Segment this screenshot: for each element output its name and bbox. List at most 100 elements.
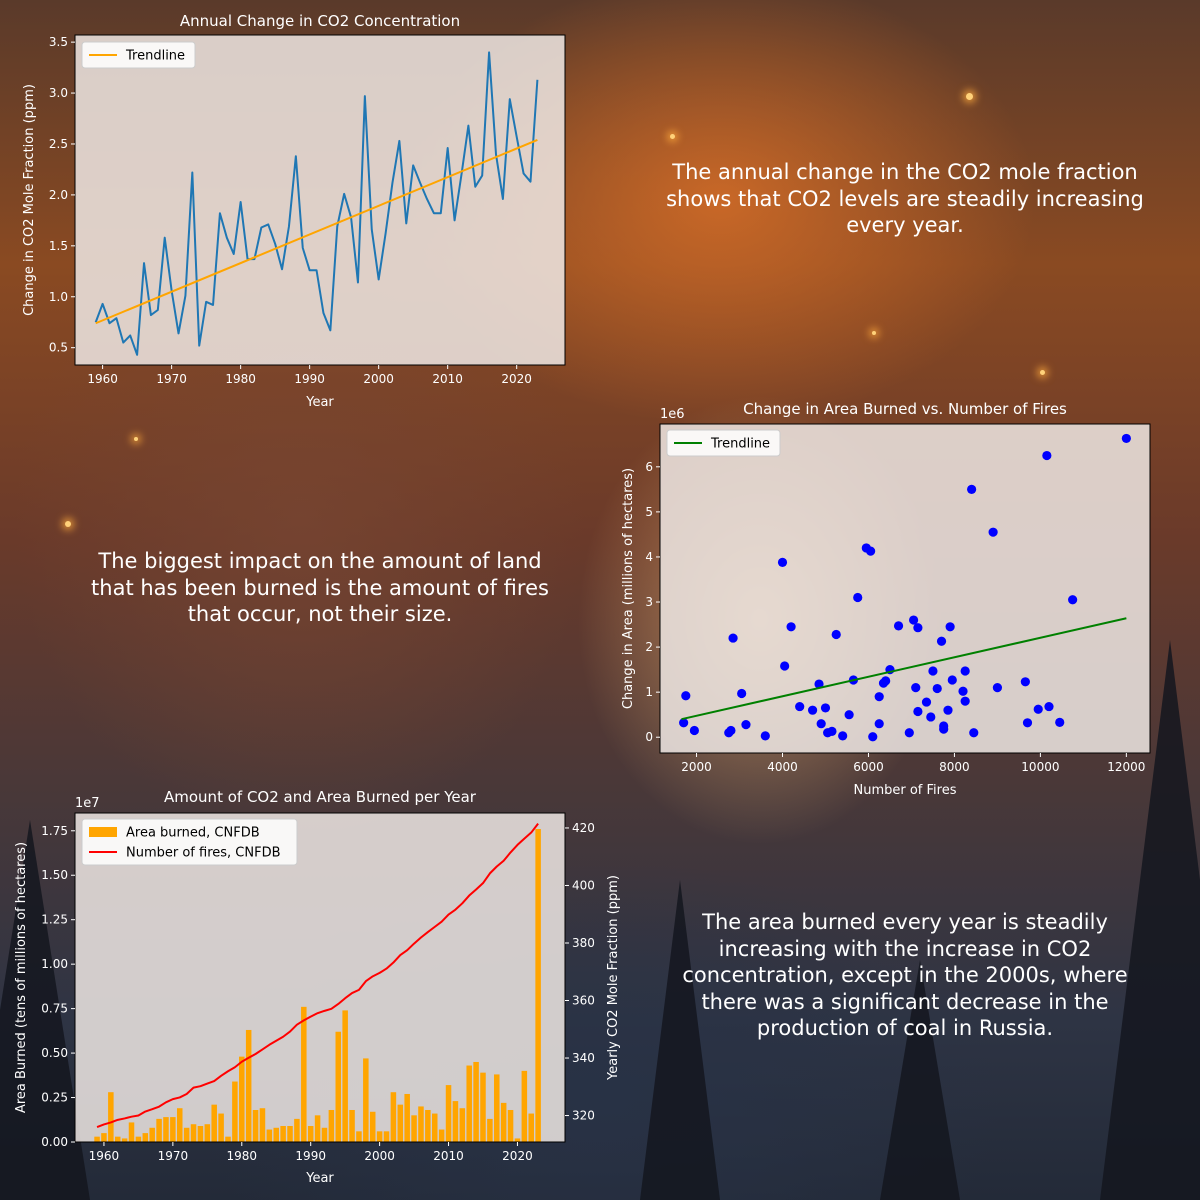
scatter-point [936,636,947,646]
scatter-point [1020,677,1030,687]
area-bar [452,1101,459,1142]
area-bar [314,1115,321,1142]
area-bar [101,1133,107,1142]
area-vs-fires-title: Change in Area Burned vs. Number of Fire… [743,400,1067,418]
x-tick-label: 8000 [939,760,970,774]
scatter-point [945,622,955,632]
area-bar [487,1118,493,1142]
area-bar [176,1108,183,1142]
ember-decoration [134,437,138,441]
scatter-point [908,615,919,625]
legend-box [81,818,298,866]
scatter-point [960,696,970,706]
area-bar [521,1070,528,1142]
scatter-point [928,666,938,676]
area-bar [183,1127,190,1142]
area-vs-fires-offset-label: 1e6 [660,407,685,422]
scatter-point [807,705,818,715]
area-bar [383,1131,390,1142]
co2-and-area-ylabel: Area Burned (tens of millions of hectare… [14,842,29,1113]
y-tick-label: 0.25 [41,1091,68,1105]
y2-tick-label: 420 [572,821,595,835]
area-bar [390,1092,397,1142]
co2-note: The annual change in the CO2 mole fracti… [666,160,1144,237]
co2-and-area-y2label: Yearly CO2 Mole Fraction (ppm) [606,875,621,1081]
co2-change-ylabel: Change in CO2 Mole Fraction (ppm) [22,84,37,316]
scatter-point [988,527,998,537]
area-bar [411,1115,417,1142]
area-bar [252,1109,259,1142]
area-bar [156,1118,162,1142]
co2-and-area-offset-label: 1e7 [75,796,100,811]
scatter-point [921,697,932,707]
scatter-point [967,484,977,494]
area-bar [335,1031,342,1142]
y-tick-label: 3 [645,595,653,609]
area-bar [500,1102,507,1142]
area-bar [356,1131,362,1142]
y2-tick-label: 380 [572,936,595,950]
scatter-point [904,728,914,738]
area-bar [307,1125,314,1142]
area-bar [128,1122,135,1142]
legend-box [666,429,781,457]
x-tick-label: 10000 [1021,760,1059,774]
x-tick-label: 2000 [681,760,712,774]
scatter-point [838,731,848,741]
scatter-point [874,692,884,702]
legend-swatch [89,827,117,837]
x-tick-label: 1990 [295,1149,326,1163]
scatter-point [893,621,904,631]
x-tick-label: 1970 [158,1149,189,1163]
y-tick-label: 2.0 [49,188,68,202]
scatter-point [844,710,854,720]
y-tick-label: 0.75 [41,1002,68,1016]
y2-tick-label: 320 [572,1109,595,1123]
x-tick-label: 2020 [502,1149,533,1163]
co2-and-area-legend: Area burned, CNFDB Number of fires, CNFDB [81,818,298,866]
area-bar [245,1029,252,1142]
area-bar [376,1131,383,1142]
scatter-point [726,725,736,736]
area-bar [480,1072,486,1142]
area-bar [301,1006,307,1142]
area-bar [211,1104,217,1142]
y2-tick-label: 340 [572,1051,595,1065]
scatter-point [780,661,790,671]
area-bar [473,1061,479,1142]
area-bar [204,1124,211,1142]
x-tick-label: 12000 [1107,760,1145,774]
scatter-point [681,691,691,701]
x-tick-label: 4000 [767,760,798,774]
scatter-point [874,719,884,729]
ember-decoration [966,93,973,100]
scatter-point [741,720,751,730]
area-bar [163,1117,169,1142]
y-tick-label: 3.0 [49,86,68,100]
area-bar [328,1109,335,1142]
y-tick-label: 0.5 [49,341,68,355]
area-bar [135,1136,142,1142]
area-bar [287,1125,293,1142]
scatter-point [737,688,747,699]
scatter-point [881,676,891,686]
y-tick-label: 2.5 [49,137,68,151]
y-tick-label: 3.5 [49,35,68,49]
y-tick-label: 5 [645,505,653,519]
area-bar [259,1108,266,1142]
tree-silhouette [880,960,960,1200]
scatter-point [866,546,876,556]
area-vs-fires-trendline [681,617,1127,721]
x-tick-label: 2010 [433,1149,464,1163]
area-bar [197,1125,204,1142]
y-tick-label: 2 [645,640,653,654]
area-bar [342,1010,348,1142]
area-bar [418,1106,424,1142]
scatter-point [816,719,826,729]
y-tick-label: 1.25 [41,913,68,927]
ember-decoration [1040,370,1045,375]
scatter-point [1055,717,1065,727]
x-tick-label: 1970 [156,372,187,386]
scatter-point [960,666,970,676]
